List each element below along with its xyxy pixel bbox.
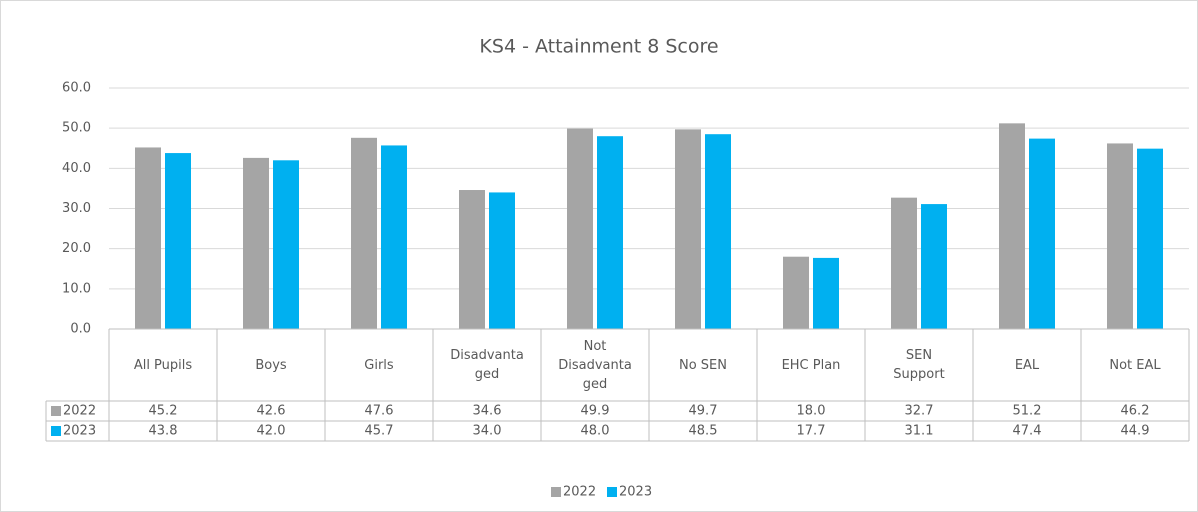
category-text: SEN Support <box>893 348 945 382</box>
y-tick-label: 10.0 <box>62 281 91 296</box>
bar <box>705 134 731 329</box>
bar <box>675 129 701 329</box>
table-value: 44.9 <box>1121 424 1150 439</box>
bar <box>1107 143 1133 329</box>
table-value: 18.0 <box>797 404 826 419</box>
bar <box>381 145 407 329</box>
y-tick-label: 30.0 <box>62 201 91 216</box>
table-value: 48.0 <box>581 424 610 439</box>
bar <box>273 160 299 329</box>
category-label: Disadvantaged <box>433 329 541 401</box>
category-text: Disadvantaged <box>450 348 524 382</box>
bar <box>1137 148 1163 329</box>
category-label: Not EAL <box>1081 329 1189 401</box>
y-tick-label: 60.0 <box>62 81 91 96</box>
bar <box>921 204 947 329</box>
category-label: Girls <box>325 329 433 401</box>
category-text: EAL <box>1014 357 1040 373</box>
legend-label: 2023 <box>619 485 652 500</box>
bar <box>165 153 191 329</box>
category-label: Not Disadvantaged <box>541 329 649 401</box>
bar <box>135 147 161 329</box>
category-text: Boys <box>255 357 287 373</box>
table-value: 42.6 <box>257 404 286 419</box>
category-text: Not EAL <box>1109 357 1161 373</box>
table-value: 31.1 <box>905 424 934 439</box>
category-text: All Pupils <box>133 357 193 373</box>
category-label: All Pupils <box>109 329 217 401</box>
table-value: 49.9 <box>581 404 610 419</box>
table-value: 45.2 <box>149 404 178 419</box>
category-text: Girls <box>364 357 394 373</box>
bar <box>243 157 269 329</box>
bar <box>1029 138 1055 329</box>
bar <box>783 256 809 329</box>
table-value: 48.5 <box>689 424 718 439</box>
category-label: EHC Plan <box>757 329 865 401</box>
legend-key <box>551 487 561 497</box>
category-label: SEN Support <box>865 329 973 401</box>
legend-key <box>607 487 617 497</box>
table-value: 42.0 <box>257 424 286 439</box>
category-label: EAL <box>973 329 1081 401</box>
bar <box>459 190 485 329</box>
bar <box>891 197 917 329</box>
table-series-name: 2023 <box>63 424 96 439</box>
table-value: 45.7 <box>365 424 394 439</box>
table-value: 49.7 <box>689 404 718 419</box>
table-value: 47.6 <box>365 404 394 419</box>
bar <box>567 128 593 329</box>
table-value: 46.2 <box>1121 404 1150 419</box>
table-value: 34.6 <box>473 404 502 419</box>
bar <box>813 257 839 329</box>
bar <box>489 192 515 329</box>
category-text: Not Disadvantaged <box>558 338 632 392</box>
table-series-name: 2022 <box>63 404 96 419</box>
table-value: 34.0 <box>473 424 502 439</box>
table-value: 47.4 <box>1013 424 1042 439</box>
y-tick-label: 40.0 <box>62 161 91 176</box>
table-value: 43.8 <box>149 424 178 439</box>
category-label: No SEN <box>649 329 757 401</box>
category-label: Boys <box>217 329 325 401</box>
bar <box>351 137 377 329</box>
chart-title: KS4 - Attainment 8 Score <box>479 36 718 58</box>
table-value: 17.7 <box>797 424 826 439</box>
table-legend-key <box>51 406 61 416</box>
table-legend-key <box>51 426 61 436</box>
category-text: No SEN <box>678 357 727 373</box>
table-value: 51.2 <box>1013 404 1042 419</box>
y-tick-label: 50.0 <box>62 121 91 136</box>
y-tick-label: 20.0 <box>62 241 91 256</box>
category-text: EHC Plan <box>781 357 841 373</box>
bar <box>999 123 1025 329</box>
bar <box>597 136 623 329</box>
table-value: 32.7 <box>905 404 934 419</box>
y-tick-label: 0.0 <box>70 322 91 337</box>
legend-label: 2022 <box>563 485 596 500</box>
